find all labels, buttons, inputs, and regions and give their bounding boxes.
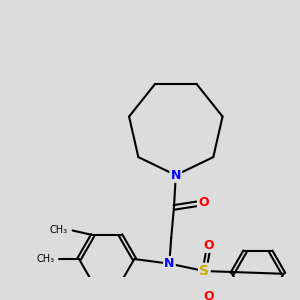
Text: CH₃: CH₃	[36, 254, 54, 264]
Text: O: O	[204, 239, 214, 252]
Text: O: O	[204, 290, 214, 300]
Text: N: N	[171, 169, 181, 182]
Text: N: N	[164, 257, 175, 270]
Text: O: O	[198, 196, 209, 209]
Text: S: S	[200, 264, 209, 278]
Text: CH₃: CH₃	[50, 226, 68, 236]
